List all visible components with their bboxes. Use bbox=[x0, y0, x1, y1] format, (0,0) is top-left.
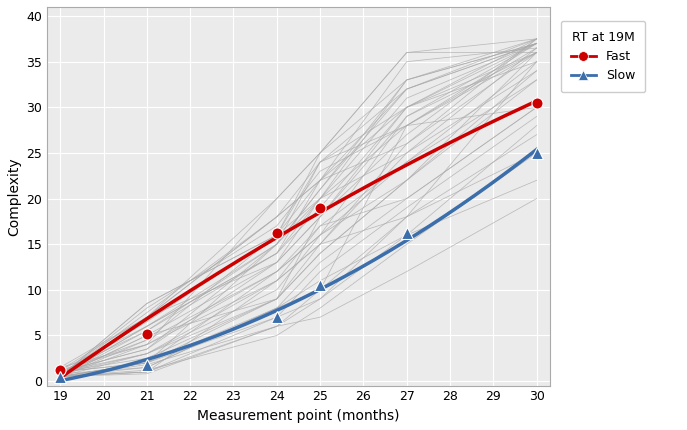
X-axis label: Measurement point (months): Measurement point (months) bbox=[197, 409, 400, 423]
Legend: Fast, Slow: Fast, Slow bbox=[561, 21, 645, 92]
Y-axis label: Complexity: Complexity bbox=[7, 157, 21, 236]
